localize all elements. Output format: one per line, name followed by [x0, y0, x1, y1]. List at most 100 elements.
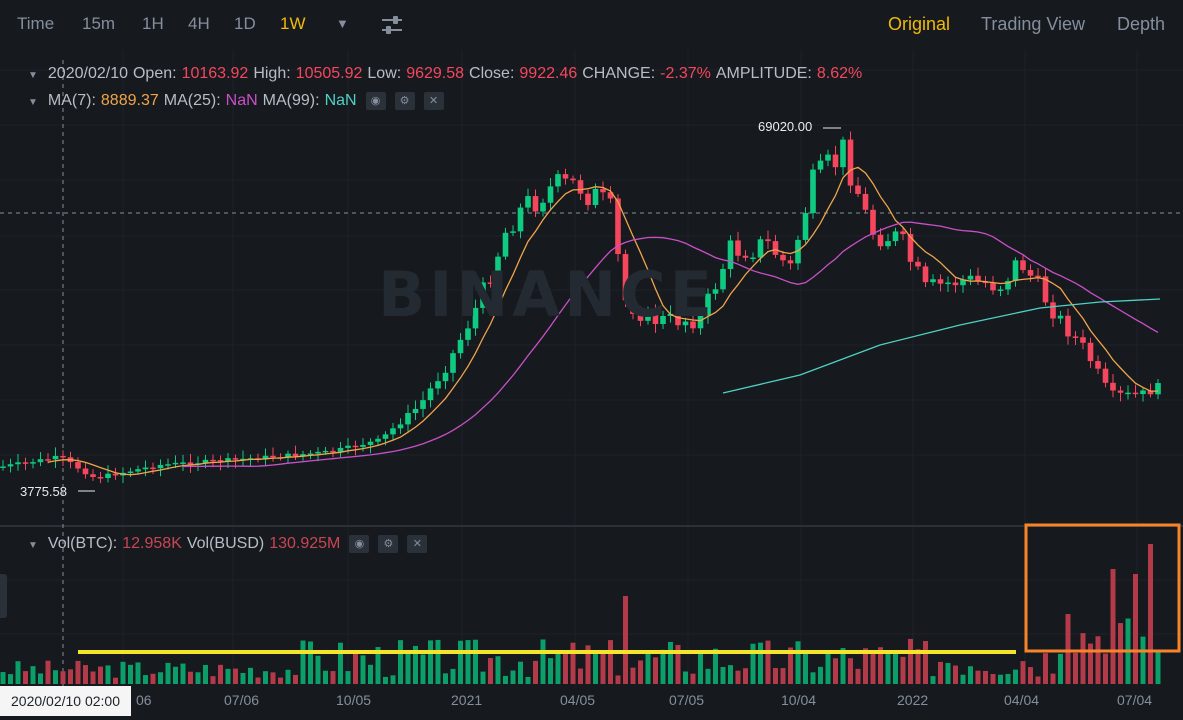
volume-bar	[743, 668, 748, 684]
candle-body	[1140, 390, 1146, 395]
collapse-triangle-icon[interactable]: ▼	[28, 70, 38, 81]
volume-bar	[833, 658, 838, 684]
candle-body	[15, 462, 21, 465]
volume-bar	[53, 670, 58, 684]
volume-bar	[660, 649, 666, 684]
volume-bar	[990, 674, 996, 684]
candle-body	[502, 232, 509, 257]
candle-body	[1042, 276, 1049, 303]
candle-body	[570, 178, 576, 181]
amplitude-label: AMPLITUDE:	[715, 65, 812, 82]
candle-body	[997, 289, 1004, 291]
volume-bar	[675, 644, 681, 684]
interval-15m[interactable]: 15m	[82, 14, 116, 33]
candle-body	[577, 180, 584, 194]
candle-body	[360, 444, 366, 447]
x-tick: 10/05	[336, 692, 372, 708]
volume-bar	[375, 647, 381, 684]
candle-body	[907, 234, 914, 262]
candle-body	[847, 139, 854, 186]
view-original[interactable]: Original	[888, 14, 951, 34]
gear-icon[interactable]: ⚙	[394, 92, 415, 110]
ma99-label: MA(99):	[262, 92, 320, 110]
candle-body	[735, 240, 741, 256]
candle-body	[607, 192, 614, 199]
volume-bar	[720, 667, 726, 684]
candle-body	[1147, 390, 1154, 395]
vol-btc-value: 12.958K	[122, 535, 182, 553]
volume-bar	[630, 667, 636, 684]
candle-body	[652, 310, 659, 325]
candle-body	[615, 198, 621, 255]
indicator-settings-icon[interactable]	[380, 14, 404, 36]
interval-time[interactable]: Time	[17, 14, 55, 33]
panel-resize-handle[interactable]	[0, 574, 7, 618]
volume-bar	[1110, 569, 1116, 684]
volume-bar	[570, 642, 576, 684]
candle-body	[660, 315, 666, 325]
close-icon[interactable]: ✕	[407, 535, 428, 553]
open-label: Open:	[132, 65, 177, 82]
interval-1h[interactable]: 1H	[142, 14, 164, 33]
chart-toolbar: Time 15m 1H 4H 1D 1W ▼ Original Trading …	[0, 0, 1183, 50]
volume-bar	[788, 647, 793, 684]
binance-watermark: BINANCE	[378, 258, 716, 331]
eye-icon[interactable]: ◉	[365, 92, 386, 110]
volume-bar	[300, 640, 306, 684]
volume-bar	[398, 640, 403, 684]
ma25-line	[182, 221, 1159, 468]
volume-bar	[255, 677, 261, 684]
interval-1d[interactable]: 1D	[234, 14, 256, 33]
volume-bar	[863, 648, 868, 684]
volume-bar	[105, 665, 111, 684]
volume-bar	[893, 653, 898, 684]
candle-body	[937, 279, 944, 284]
candle-body	[540, 202, 546, 212]
volume-bar	[698, 653, 703, 684]
volume-bar	[548, 658, 553, 684]
volume-bar	[45, 660, 51, 684]
volume-bar	[750, 643, 756, 684]
candle-body	[30, 462, 36, 464]
view-trading-view[interactable]: Trading View	[981, 14, 1086, 34]
volume-bar	[233, 668, 238, 684]
view-depth[interactable]: Depth	[1117, 14, 1166, 34]
interval-4h[interactable]: 4H	[188, 14, 210, 33]
candle-body	[600, 188, 606, 193]
close-icon[interactable]: ✕	[423, 92, 444, 110]
candle-body	[787, 260, 794, 264]
volume-bar	[458, 640, 463, 684]
interval-1w[interactable]: 1W	[280, 14, 306, 33]
volume-bar	[1005, 673, 1011, 684]
volume-bar	[1028, 667, 1033, 684]
eye-icon[interactable]: ◉	[349, 535, 370, 553]
volume-bar	[263, 671, 268, 684]
volume-bar	[645, 650, 651, 684]
volume-bar	[878, 647, 883, 684]
volume-bar	[165, 662, 171, 684]
volume-bar	[428, 640, 433, 684]
volume-bar	[75, 660, 81, 684]
volume-bar	[563, 652, 568, 684]
volume-bar	[30, 666, 36, 684]
candle-body	[870, 209, 876, 235]
candle-body	[22, 462, 29, 464]
candle-body	[427, 388, 434, 401]
vol-busd-value: 130.925M	[269, 535, 341, 553]
volume-bar	[195, 672, 201, 684]
volume-bar	[930, 676, 936, 684]
collapse-triangle-icon[interactable]: ▼	[28, 97, 38, 109]
more-intervals-dropdown-icon[interactable]: ▼	[336, 16, 349, 31]
volume-bar	[773, 668, 778, 684]
candle-body	[240, 458, 246, 461]
volume-bar	[270, 672, 276, 684]
collapse-triangle-icon[interactable]: ▼	[28, 540, 38, 552]
ma7-label: MA(7):	[47, 92, 96, 110]
volume-bar	[765, 640, 771, 684]
candle-body	[510, 231, 516, 233]
gear-icon[interactable]: ⚙	[378, 535, 399, 553]
candle-body	[382, 434, 389, 439]
volume-bar	[285, 669, 291, 684]
candle-body	[307, 453, 314, 456]
